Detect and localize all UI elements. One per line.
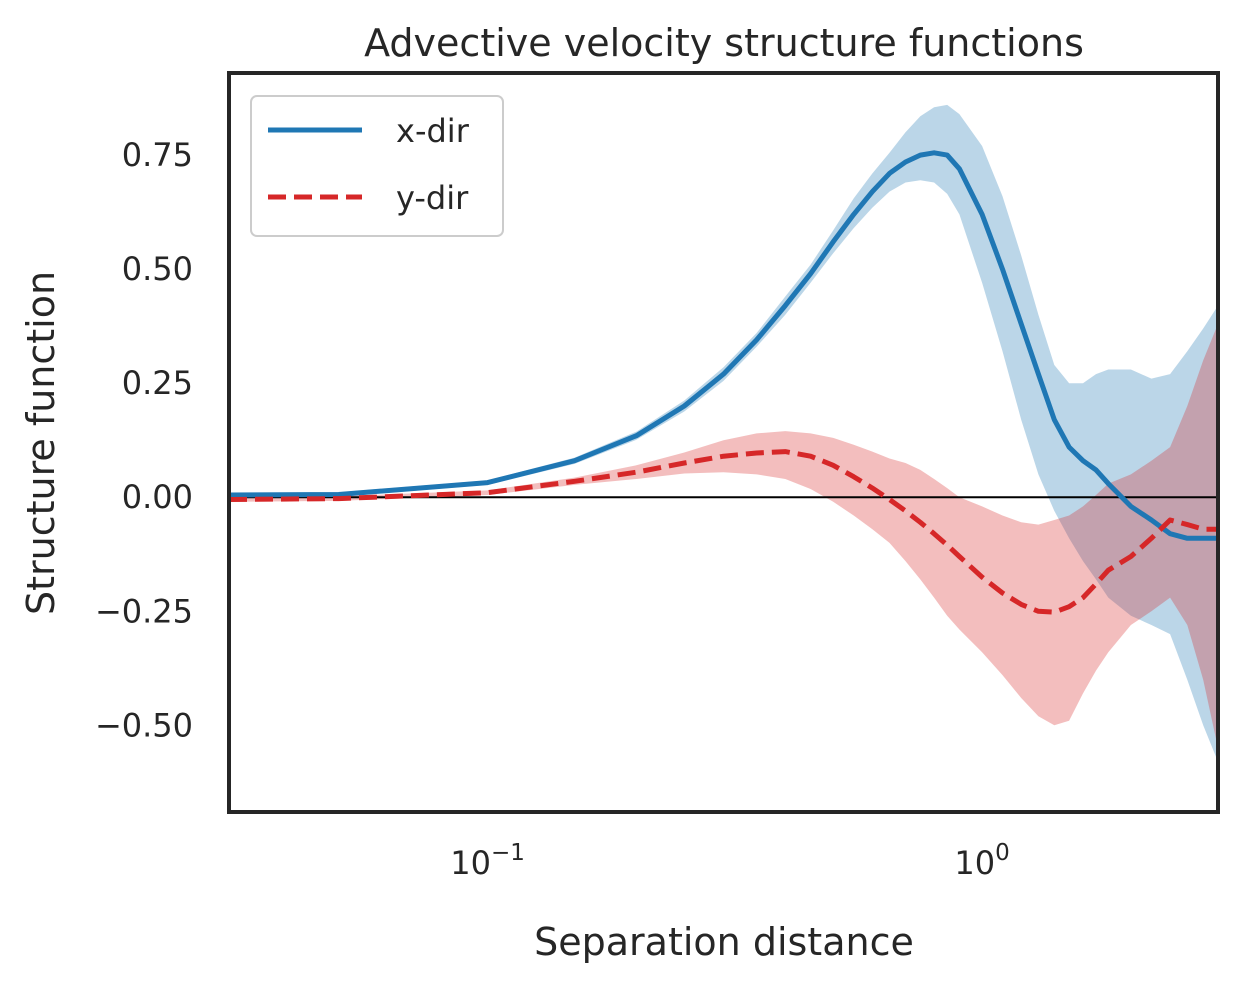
y-tick-label: 0.00 — [122, 478, 193, 516]
chart-title: Advective velocity structure functions — [364, 21, 1084, 65]
legend-label-x-dir: x-dir — [396, 112, 470, 150]
y-axis-label: Structure function — [19, 271, 63, 615]
y-tick-label: −0.50 — [95, 706, 193, 744]
line-y-dir — [229, 449, 1218, 615]
series-lines — [229, 150, 1218, 615]
plot-frame — [227, 71, 1220, 814]
legend-label-y-dir: y-dir — [396, 179, 469, 217]
line-x-dir — [229, 150, 1218, 541]
y-tick-label: 0.50 — [122, 250, 193, 288]
x-axis-label: Separation distance — [534, 920, 914, 964]
y-tick-label: 0.25 — [122, 364, 193, 402]
confidence-bands — [229, 104, 1218, 762]
x-tick-label: 10−1 — [450, 840, 525, 882]
y-axis-ticks: 0.75 0.50 0.25 0.00 −0.25 −0.50 — [95, 136, 193, 744]
y-tick-label: −0.25 — [95, 592, 193, 630]
x-tick-label: 100 — [954, 840, 1009, 882]
y-tick-label: 0.75 — [122, 136, 193, 174]
x-axis-ticks: 10−1 100 — [450, 840, 1009, 882]
legend: x-dir y-dir — [250, 95, 504, 237]
band-y-dir — [229, 323, 1218, 749]
